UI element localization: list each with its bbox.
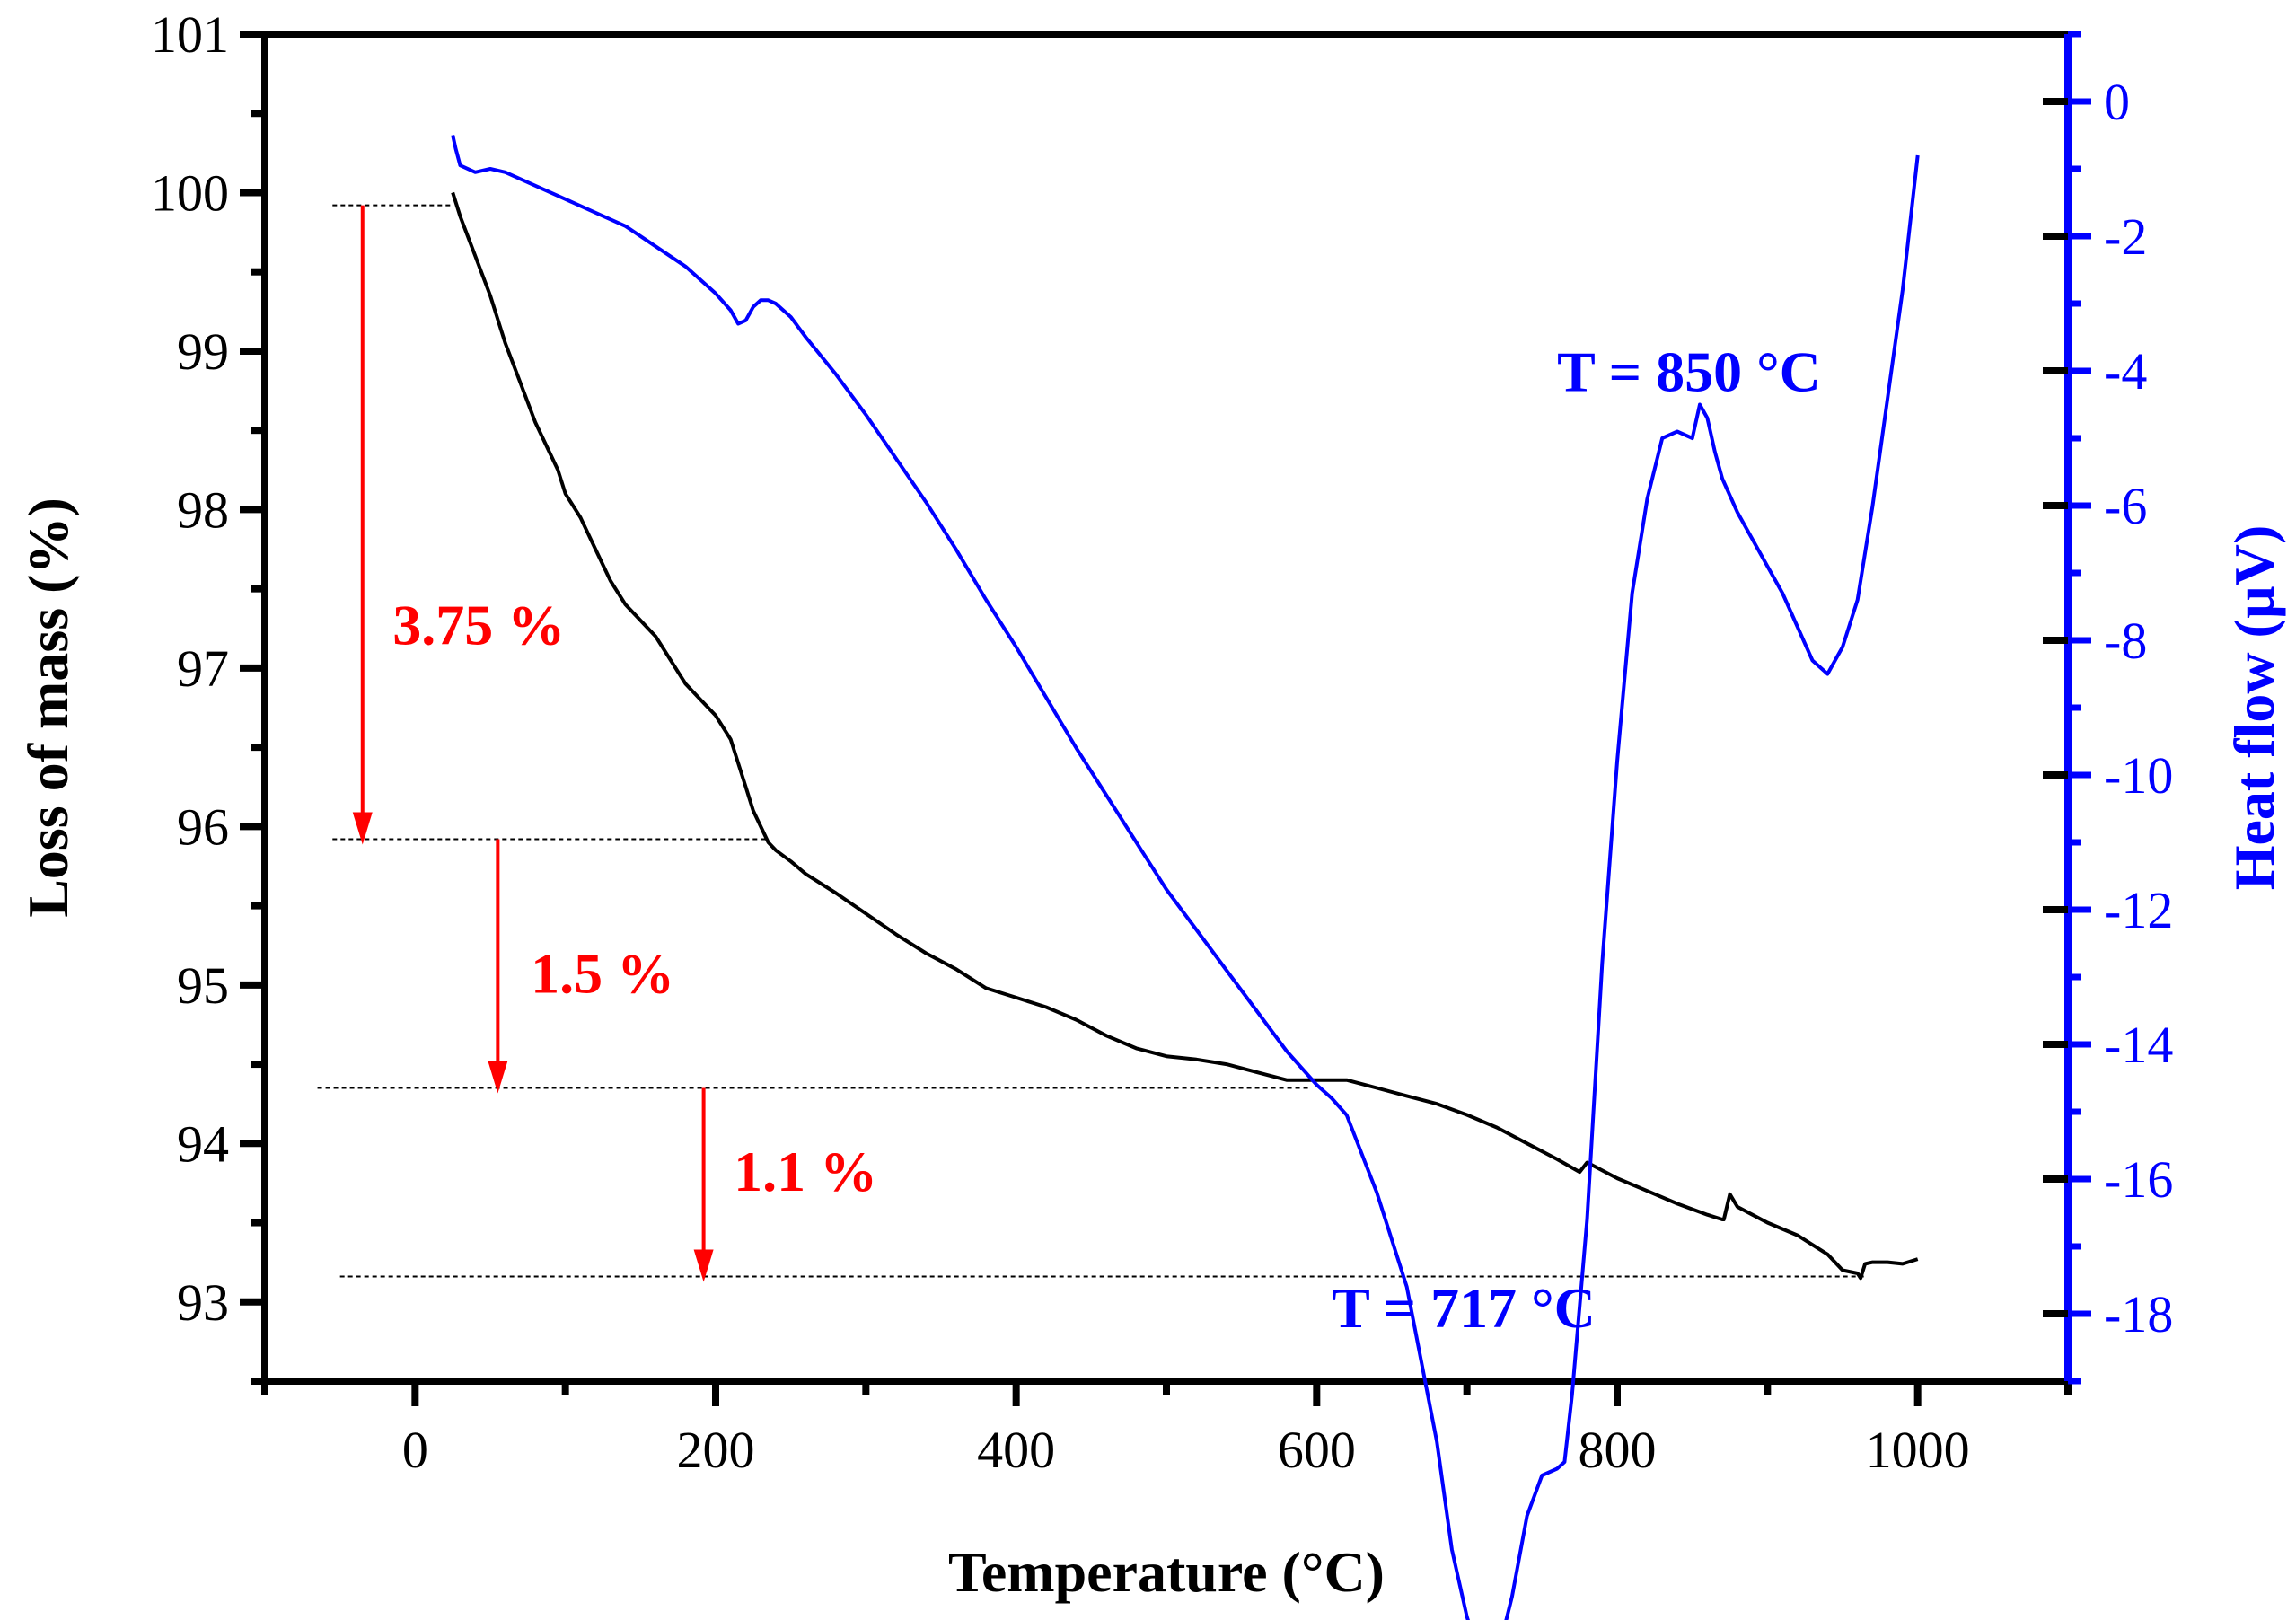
y-tick-label: 99 <box>177 322 229 381</box>
x-tick-label: 0 <box>402 1421 428 1479</box>
x-tick-label: 800 <box>1579 1421 1657 1479</box>
x-tick-label: 600 <box>1278 1421 1356 1479</box>
annotation-label: 1.5 % <box>531 942 674 1006</box>
y2-tick-label: -16 <box>2104 1150 2173 1209</box>
annotation-label: T = 717 °C <box>1332 1276 1596 1340</box>
y-tick-label: 101 <box>151 5 229 64</box>
y2-tick-label: -4 <box>2104 342 2147 401</box>
y2-tick-label: 0 <box>2104 73 2130 131</box>
y2-tick-label: -10 <box>2104 746 2173 805</box>
mass-step-arrow-head <box>693 1249 714 1282</box>
annotation-label: T = 850 °C <box>1557 340 1821 404</box>
annotation-label: 3.75 % <box>392 593 565 656</box>
y2-tick-label: -18 <box>2104 1285 2173 1343</box>
mass-step-arrow-head <box>488 1061 508 1094</box>
y2-tick-label: -2 <box>2104 207 2147 266</box>
y-tick-label: 93 <box>177 1273 229 1332</box>
mass-step-arrow-head <box>352 812 373 845</box>
y2-tick-label: -8 <box>2104 612 2147 670</box>
x-tick-label: 200 <box>677 1421 755 1479</box>
plot-frame <box>261 31 2072 1385</box>
y-tick-label: 98 <box>177 480 229 539</box>
y2-tick-label: -12 <box>2104 881 2173 939</box>
y-tick-label: 94 <box>177 1114 229 1173</box>
x-axis-title: Temperature (°C) <box>948 1540 1385 1604</box>
y2-tick-label: -14 <box>2104 1016 2173 1074</box>
mass-loss-line <box>451 191 1919 1281</box>
x-tick-label: 1000 <box>1866 1421 1970 1479</box>
y2-axis-title: Heat flow (µV) <box>2222 525 2286 891</box>
y2-tick-label: -6 <box>2104 477 2147 535</box>
x-tick-label: 400 <box>977 1421 1055 1479</box>
heat-flow-line <box>451 135 1920 1620</box>
y-tick-label: 96 <box>177 797 229 856</box>
y-axis-title: Loss of mass (%) <box>16 497 80 918</box>
y-tick-label: 100 <box>151 163 229 222</box>
annotation-label: 1.1 % <box>734 1140 877 1203</box>
y-tick-label: 95 <box>177 956 229 1015</box>
y-tick-label: 97 <box>177 639 229 698</box>
